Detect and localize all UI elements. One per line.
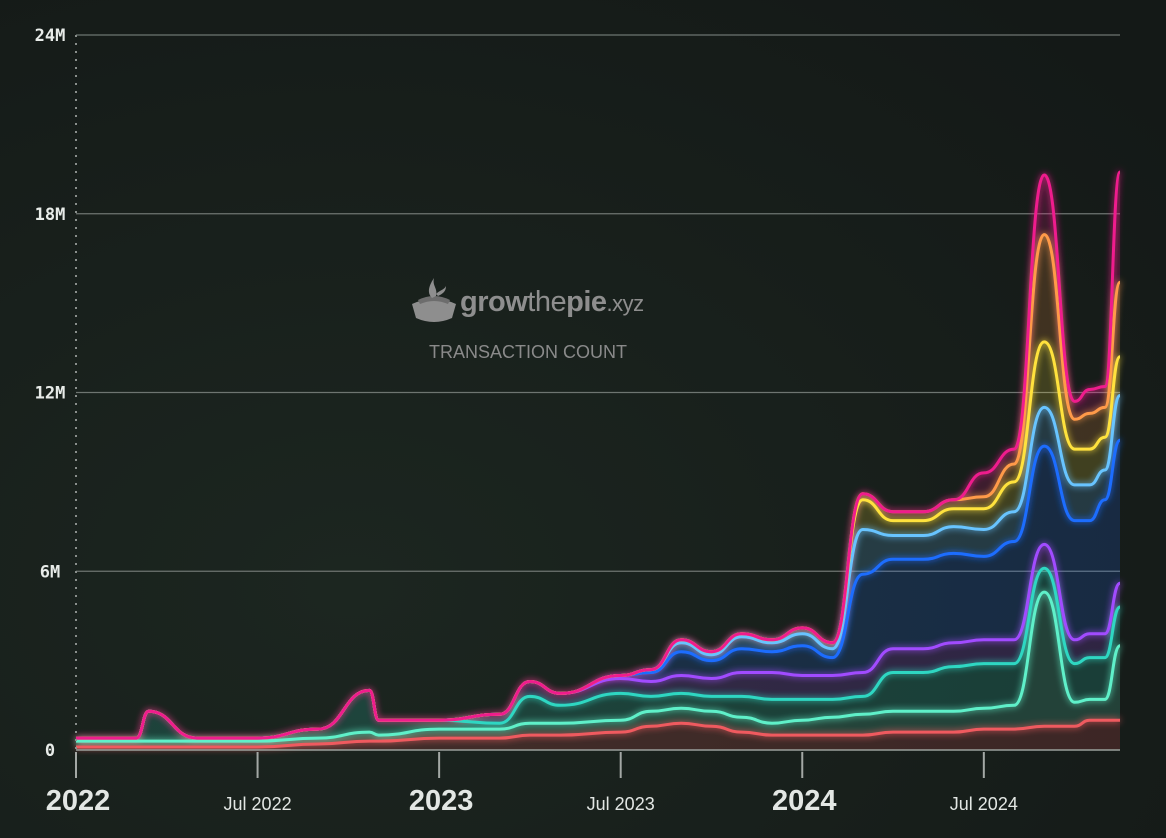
wordmark-pie: pie	[566, 285, 607, 318]
pie-logo-icon	[412, 278, 456, 322]
chart-subtitle: TRANSACTION COUNT	[429, 342, 627, 362]
series-lines	[75, 170, 1122, 749]
series-line	[75, 718, 1120, 749]
x-tick-label: 2023	[409, 785, 474, 817]
y-tick-label: 12M	[35, 384, 66, 404]
y-tick-label: 6M	[40, 562, 60, 582]
wordmark-the: the	[527, 285, 567, 318]
x-tick-label: Jul 2024	[950, 794, 1018, 814]
wordmark-grow: grow	[460, 285, 528, 318]
x-tick-label: Jul 2022	[224, 794, 292, 814]
y-tick-label: 24M	[35, 26, 66, 46]
series-line	[76, 170, 1122, 740]
x-tick-label: Jul 2023	[587, 794, 655, 814]
series-line	[75, 590, 1122, 743]
watermark-wordmark: growthepie.xyz	[460, 286, 644, 319]
grid	[76, 34, 1120, 572]
wordmark-suffix: .xyz	[606, 290, 645, 316]
axes: 0 6M 12M 18M 24M 2022 Jul 2022 2023 Jul 2023 2024…	[35, 26, 1120, 817]
series-area	[76, 544, 1120, 739]
y-tick-label: 18M	[35, 205, 66, 225]
series-area	[76, 720, 1120, 750]
x-tick-label: 2022	[46, 785, 111, 817]
y-tick-label: 0	[45, 741, 55, 761]
x-tick-label: 2024	[772, 785, 837, 817]
watermark-logo: growthepie.xyz	[408, 274, 644, 330]
series-area	[76, 440, 1120, 739]
